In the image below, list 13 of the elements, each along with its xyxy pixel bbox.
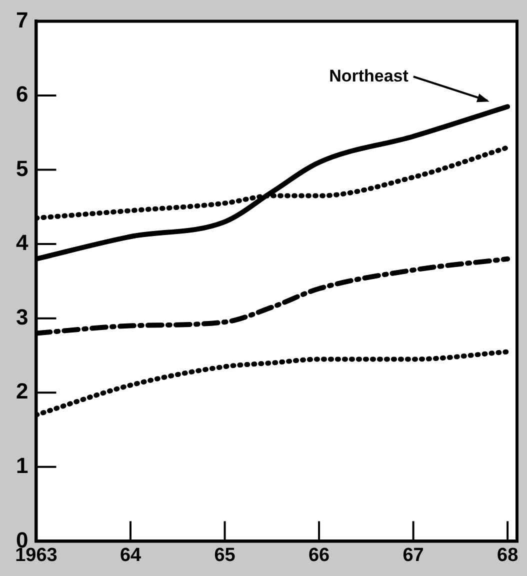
x-tick-label: 66 bbox=[308, 544, 330, 566]
y-tick-label: 7 bbox=[16, 7, 28, 32]
x-tick-label: 65 bbox=[214, 544, 236, 566]
x-tick-label: 67 bbox=[402, 544, 424, 566]
y-tick-label: 6 bbox=[16, 82, 28, 107]
y-tick-label: 3 bbox=[16, 304, 28, 330]
x-tick-label: 64 bbox=[120, 544, 142, 566]
y-tick-label: 2 bbox=[16, 378, 28, 404]
y-tick-label: 4 bbox=[16, 230, 29, 256]
y-tick-label: 5 bbox=[16, 156, 28, 181]
text: Northeast bbox=[329, 66, 409, 86]
x-tick-label: 68 bbox=[497, 544, 518, 566]
y-tick-label: 1 bbox=[16, 452, 28, 478]
